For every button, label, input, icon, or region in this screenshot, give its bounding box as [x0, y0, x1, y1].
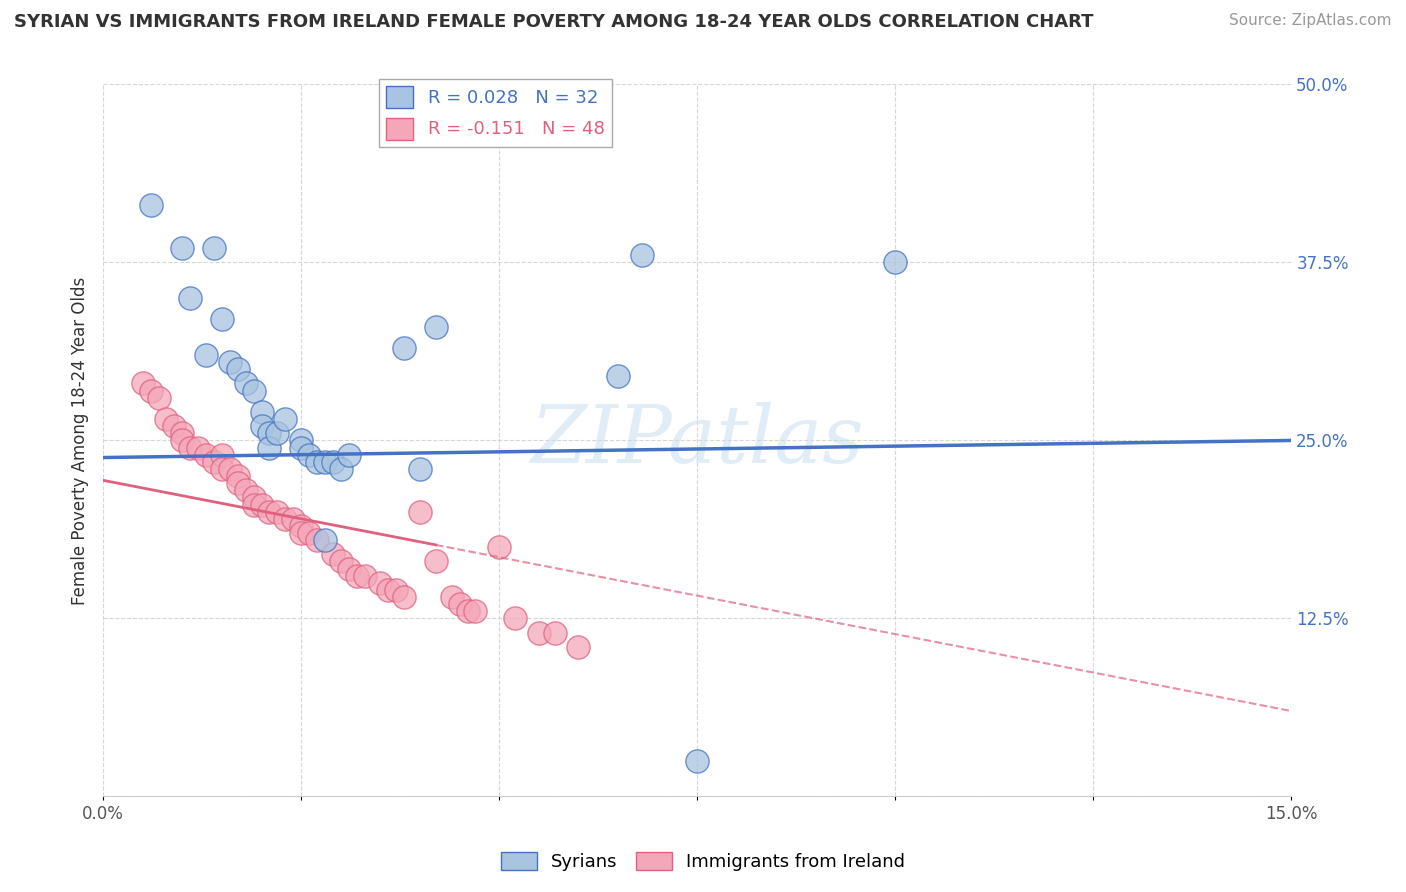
- Point: [290, 434, 312, 448]
- Text: Source: ZipAtlas.com: Source: ZipAtlas.com: [1229, 13, 1392, 29]
- Point: [305, 533, 328, 548]
- Point: [202, 241, 225, 255]
- Point: [440, 590, 463, 604]
- Point: [322, 547, 344, 561]
- Point: [259, 441, 281, 455]
- Point: [298, 526, 321, 541]
- Point: [163, 419, 186, 434]
- Point: [250, 498, 273, 512]
- Point: [346, 568, 368, 582]
- Point: [187, 441, 209, 455]
- Point: [218, 355, 240, 369]
- Point: [148, 391, 170, 405]
- Point: [305, 455, 328, 469]
- Point: [172, 426, 194, 441]
- Point: [139, 198, 162, 212]
- Point: [409, 462, 432, 476]
- Point: [179, 441, 201, 455]
- Point: [274, 512, 297, 526]
- Point: [226, 362, 249, 376]
- Point: [488, 541, 510, 555]
- Point: [314, 455, 336, 469]
- Point: [202, 455, 225, 469]
- Point: [449, 597, 471, 611]
- Point: [266, 426, 288, 441]
- Point: [132, 376, 155, 391]
- Point: [155, 412, 177, 426]
- Point: [377, 582, 399, 597]
- Point: [235, 376, 257, 391]
- Point: [686, 754, 709, 768]
- Point: [211, 448, 233, 462]
- Text: SYRIAN VS IMMIGRANTS FROM IRELAND FEMALE POVERTY AMONG 18-24 YEAR OLDS CORRELATI: SYRIAN VS IMMIGRANTS FROM IRELAND FEMALE…: [14, 13, 1094, 31]
- Y-axis label: Female Poverty Among 18-24 Year Olds: Female Poverty Among 18-24 Year Olds: [72, 277, 89, 605]
- Point: [425, 319, 447, 334]
- Point: [630, 248, 652, 262]
- Point: [457, 604, 479, 618]
- Point: [195, 448, 218, 462]
- Point: [179, 291, 201, 305]
- Point: [259, 505, 281, 519]
- Point: [543, 625, 565, 640]
- Point: [503, 611, 526, 625]
- Point: [195, 348, 218, 362]
- Point: [283, 512, 305, 526]
- Point: [250, 405, 273, 419]
- Point: [884, 255, 907, 269]
- Point: [290, 441, 312, 455]
- Point: [392, 590, 415, 604]
- Point: [353, 568, 375, 582]
- Point: [139, 384, 162, 398]
- Point: [172, 434, 194, 448]
- Point: [235, 483, 257, 498]
- Point: [329, 462, 352, 476]
- Point: [322, 455, 344, 469]
- Point: [337, 448, 360, 462]
- Point: [266, 505, 288, 519]
- Point: [314, 533, 336, 548]
- Point: [226, 476, 249, 491]
- Legend: R = 0.028   N = 32, R = -0.151   N = 48: R = 0.028 N = 32, R = -0.151 N = 48: [378, 79, 612, 147]
- Point: [242, 498, 264, 512]
- Point: [242, 384, 264, 398]
- Text: ZIPatlas: ZIPatlas: [530, 401, 863, 479]
- Point: [250, 419, 273, 434]
- Point: [290, 519, 312, 533]
- Point: [385, 582, 408, 597]
- Point: [425, 554, 447, 568]
- Point: [274, 412, 297, 426]
- Legend: Syrians, Immigrants from Ireland: Syrians, Immigrants from Ireland: [494, 845, 912, 879]
- Point: [226, 469, 249, 483]
- Point: [527, 625, 550, 640]
- Point: [370, 575, 392, 590]
- Point: [607, 369, 630, 384]
- Point: [290, 526, 312, 541]
- Point: [392, 341, 415, 355]
- Point: [337, 561, 360, 575]
- Point: [409, 505, 432, 519]
- Point: [172, 241, 194, 255]
- Point: [298, 448, 321, 462]
- Point: [211, 462, 233, 476]
- Point: [218, 462, 240, 476]
- Point: [211, 312, 233, 326]
- Point: [464, 604, 486, 618]
- Point: [567, 640, 589, 654]
- Point: [242, 491, 264, 505]
- Point: [329, 554, 352, 568]
- Point: [259, 426, 281, 441]
